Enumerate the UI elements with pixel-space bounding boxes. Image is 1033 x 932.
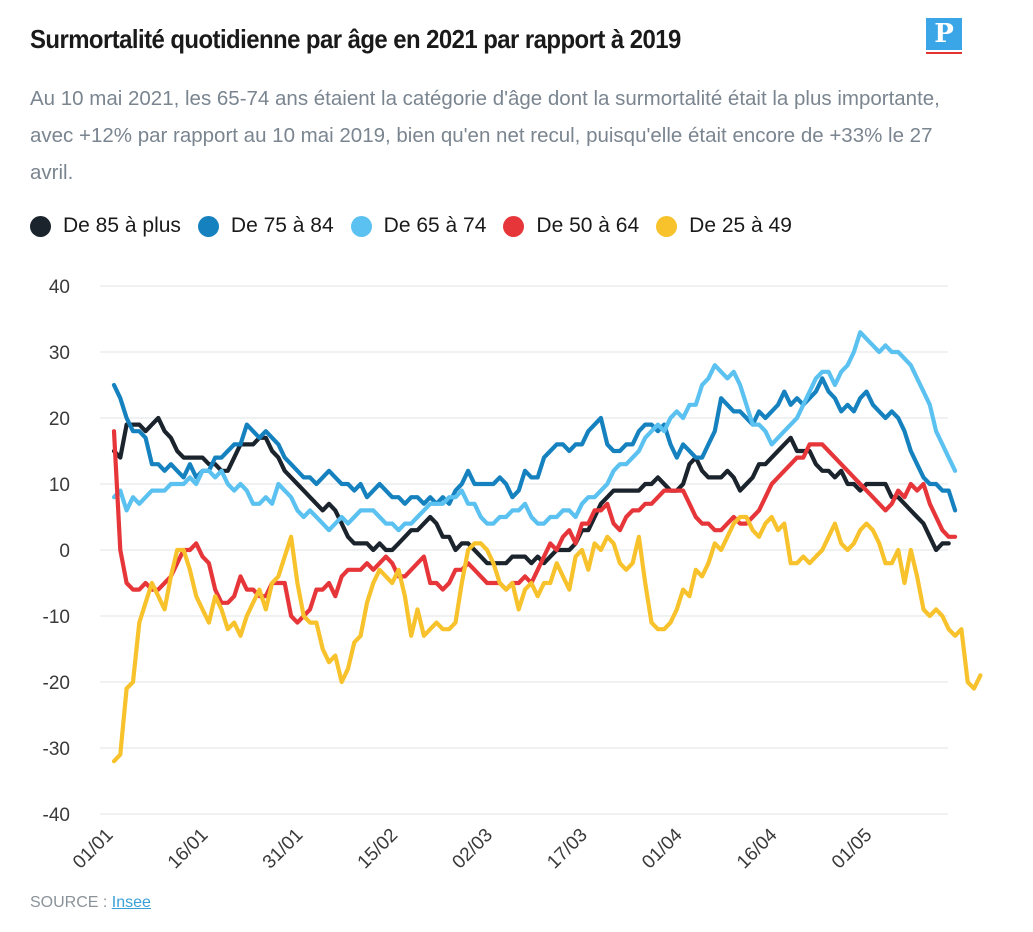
legend-swatch xyxy=(656,215,678,237)
y-tick-label: 40 xyxy=(49,277,70,298)
x-tick-label: 16/04 xyxy=(733,824,782,873)
y-tick-label: 30 xyxy=(49,343,70,364)
source-link[interactable]: Insee xyxy=(111,894,151,911)
series-line xyxy=(111,376,958,513)
page-title: Surmortalité quotidienne par âge en 2021… xyxy=(30,24,681,54)
legend-item[interactable]: De 25 à 49 xyxy=(656,214,792,238)
y-tick-label: -30 xyxy=(43,739,70,760)
legend-swatch xyxy=(350,215,372,237)
source-label: SOURCE : xyxy=(30,894,112,911)
series-line xyxy=(111,415,951,566)
chart-legend: De 85 à plus De 75 à 84 De 65 à 74 De 50 à … xyxy=(30,214,809,238)
y-tick-label: 0 xyxy=(59,541,70,562)
legend-label: De 75 à 84 xyxy=(230,214,334,237)
x-tick-label: 01/01 xyxy=(69,825,117,873)
x-tick-label: 17/03 xyxy=(543,825,591,873)
series-line xyxy=(111,514,983,764)
publisher-logo[interactable]: P xyxy=(926,18,962,56)
y-tick-label: 20 xyxy=(49,409,70,430)
source-note: SOURCE : Insee xyxy=(30,894,151,912)
legend-label: De 50 à 64 xyxy=(536,214,640,237)
y-tick-label: -40 xyxy=(43,805,70,826)
x-tick-label: 31/01 xyxy=(259,825,307,873)
x-tick-label: 16/01 xyxy=(164,825,212,873)
legend-swatch xyxy=(503,215,525,237)
legend-label: De 85 à plus xyxy=(63,214,181,237)
x-tick-label: 15/02 xyxy=(354,825,402,873)
chart-subtitle: Au 10 mai 2021, les 65-74 ans étaient la… xyxy=(30,87,940,184)
legend-label: De 25 à 49 xyxy=(689,214,792,237)
series-line xyxy=(111,330,958,533)
legend-item[interactable]: De 85 à plus xyxy=(30,214,181,238)
series-line xyxy=(111,429,958,625)
y-tick-label: -20 xyxy=(43,673,70,694)
legend-item[interactable]: De 50 à 64 xyxy=(503,214,639,238)
logo-background xyxy=(926,18,962,50)
logo-underline xyxy=(926,52,962,54)
legend-label: De 65 à 74 xyxy=(383,214,487,237)
legend-item[interactable]: De 65 à 74 xyxy=(350,214,487,238)
x-tick-label: 01/05 xyxy=(828,825,876,873)
legend-swatch xyxy=(197,215,219,237)
x-tick-label: 01/04 xyxy=(638,824,687,873)
y-tick-label: 10 xyxy=(49,475,70,496)
x-tick-label: 02/03 xyxy=(448,825,496,873)
legend-item[interactable]: De 75 à 84 xyxy=(197,214,334,238)
y-tick-label: -10 xyxy=(43,607,70,628)
legend-swatch xyxy=(30,215,51,237)
logo-letter: P xyxy=(934,19,954,49)
